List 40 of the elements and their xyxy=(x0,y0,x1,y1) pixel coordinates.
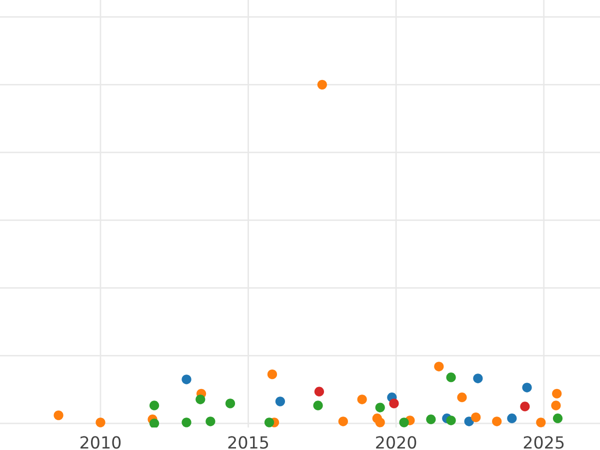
point xyxy=(434,362,444,372)
point xyxy=(182,374,192,384)
point xyxy=(206,416,216,426)
point xyxy=(225,398,236,408)
point xyxy=(149,418,160,428)
point xyxy=(457,392,467,402)
point xyxy=(96,418,106,428)
point xyxy=(317,80,327,90)
point xyxy=(313,400,323,410)
point xyxy=(375,418,385,428)
point xyxy=(552,414,563,424)
point xyxy=(196,394,206,404)
point xyxy=(473,374,483,384)
point xyxy=(520,402,530,412)
x-tick-label: 2010 xyxy=(80,436,121,449)
point xyxy=(522,382,532,392)
point xyxy=(267,370,278,380)
point xyxy=(551,400,561,410)
point xyxy=(507,414,517,424)
point xyxy=(54,410,64,420)
point xyxy=(446,416,456,426)
point xyxy=(471,412,481,422)
point xyxy=(264,418,274,428)
point xyxy=(357,394,367,404)
point xyxy=(492,416,502,426)
point xyxy=(375,402,385,412)
x-tick-label: 2015 xyxy=(228,436,268,449)
point xyxy=(149,400,160,410)
point xyxy=(399,418,409,428)
point xyxy=(426,414,436,424)
point xyxy=(338,416,348,426)
point xyxy=(275,396,286,406)
point xyxy=(182,418,192,428)
x-tick-label: 2025 xyxy=(524,436,564,449)
point xyxy=(536,418,546,428)
point xyxy=(389,398,399,408)
x-tick-label: 2020 xyxy=(376,436,416,449)
point xyxy=(314,386,324,396)
point xyxy=(552,388,562,398)
point xyxy=(446,372,456,382)
